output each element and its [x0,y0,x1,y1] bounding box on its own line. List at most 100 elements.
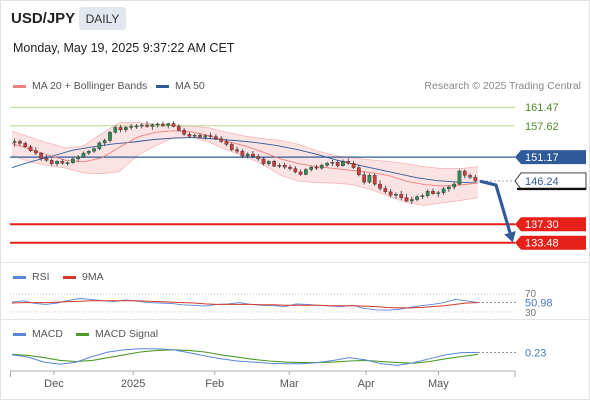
candle-body [399,194,404,198]
legend-macd-signal-swatch [76,332,89,336]
legend-macd-label: MACD [32,328,63,340]
legend-macd-swatch [13,332,26,336]
candle-body [229,144,234,150]
candle-body [441,188,446,193]
candle [314,164,319,171]
candle [60,158,65,165]
candle-body [55,161,59,164]
candle [399,190,404,201]
legend-rsi-ma-swatch [63,275,76,279]
candle-body [351,163,356,168]
candle [182,127,186,136]
candle [409,196,414,204]
candle [224,139,229,147]
candle-body [166,123,171,126]
candle-body [357,167,361,176]
candle-body [277,164,282,167]
candle-body [60,161,65,164]
candle [245,152,250,159]
candle [293,166,298,174]
last-price-tag [514,172,587,190]
candle [65,161,70,166]
legend-rsi-swatch [13,275,26,279]
candle [282,162,287,170]
candle-body [65,162,70,164]
candle-body [436,192,441,194]
candle [12,138,17,147]
candle-body [134,125,139,128]
price-levels-layer [10,106,517,244]
moving-averages-layer [11,130,479,187]
legend-ma20-swatch [13,84,26,88]
candle-body [235,149,239,152]
candle [325,161,329,168]
target-label-161.47: 161.47 [525,102,559,114]
candle-body [203,135,208,138]
timestamp: Monday, May 19, 2025 9:37:22 AM CET [13,41,235,55]
candle-body [335,162,340,166]
candle-body [18,141,22,144]
legend-macd-signal: MACD Signal [76,328,158,340]
timeframe-button[interactable]: DAILY [79,7,126,30]
candle-body [425,191,430,196]
support-label-133.48: 133.48 [525,238,559,250]
candle [203,134,208,140]
candle [425,189,430,198]
rsi-level-label-70: 70 [525,289,537,300]
candle-body [388,191,393,196]
candle-body [298,171,303,175]
legend-ma50-label: MA 50 [175,80,205,92]
candle [33,147,38,156]
candle [383,185,388,194]
candle-body [319,164,324,169]
candle [229,142,234,152]
ma50-line [11,137,479,184]
candle [468,173,472,180]
candle [330,159,335,167]
rsi-level-label-30: 30 [525,308,537,319]
candle [388,188,393,198]
x-tick-label-May: May [428,378,449,390]
candle-body [171,123,176,127]
candle-body [102,140,107,144]
candle-body [462,170,467,176]
candle [431,188,435,195]
legend-macd-signal-label: MACD Signal [95,328,159,340]
rsi-ma-line [11,300,479,309]
candle-body [288,166,292,169]
support-tag-133.48 [515,235,586,250]
candle-body [272,161,276,167]
candle-body [124,127,128,131]
candle-body [394,194,398,196]
candle-body [431,191,435,194]
candle-body [81,152,86,158]
candle-body [182,130,186,135]
candle-body [245,153,250,157]
candle-body [409,199,414,202]
candle [441,186,446,195]
candle-body [28,146,33,151]
candle-body [118,127,123,131]
candle-body [155,123,160,126]
candle [124,125,128,133]
candle [277,163,282,169]
candle [420,193,425,200]
candle-body [150,124,155,127]
candle-body [219,138,224,142]
candle [357,164,361,177]
candle [452,182,457,190]
candle-body [341,161,345,166]
candle-body [71,158,75,163]
candle [81,151,86,158]
candle [145,121,149,128]
candle-body [404,197,409,202]
candle [55,160,59,167]
candle-body [282,164,287,168]
candle [219,136,224,143]
candle-body [176,126,181,131]
candle [304,168,308,176]
candle-body [261,158,266,164]
macd-panel: 0.23 [11,347,546,366]
candle [129,124,133,130]
